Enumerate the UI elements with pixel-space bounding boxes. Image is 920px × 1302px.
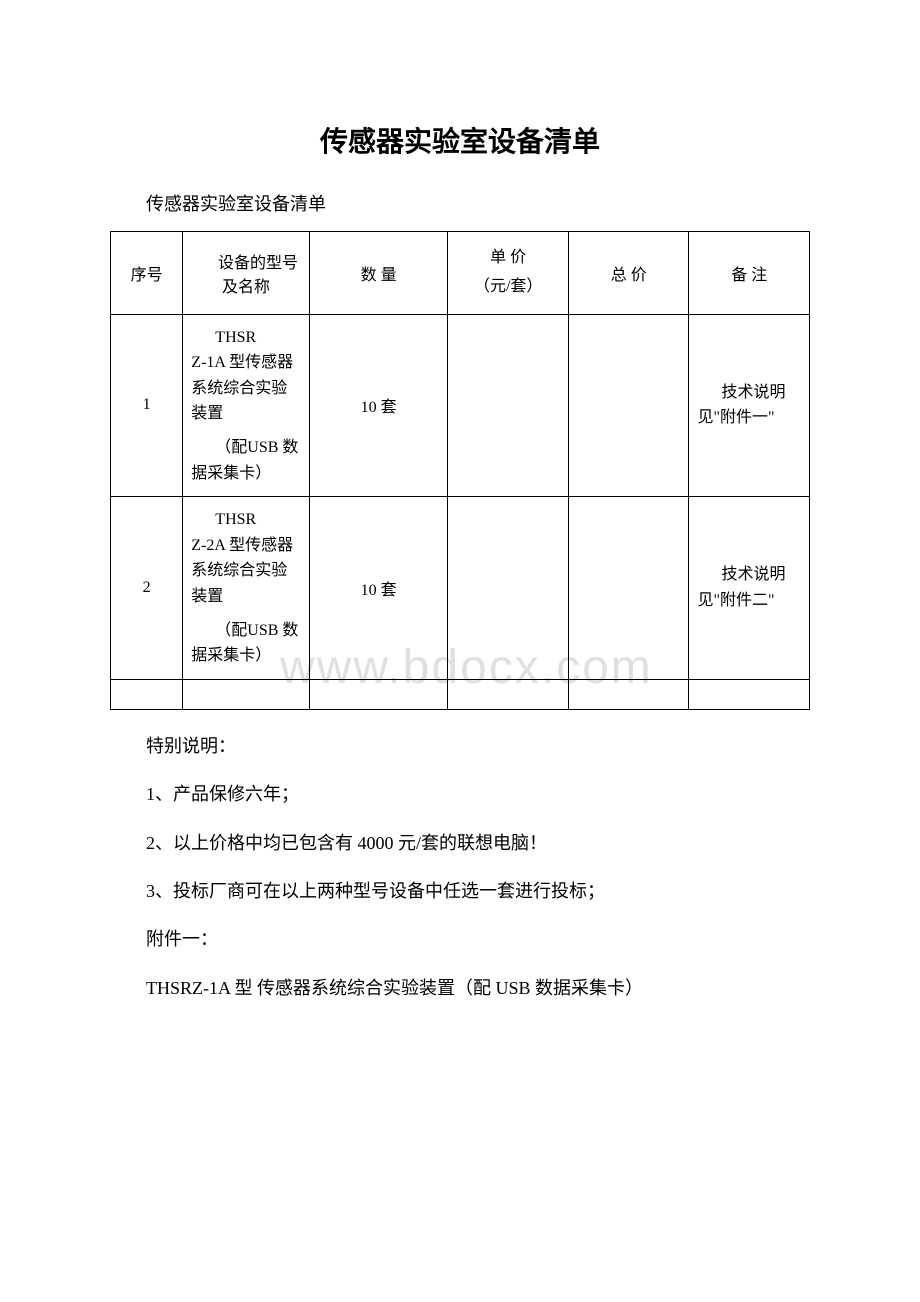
header-seq: 序号 <box>111 232 183 315</box>
cell-total-1 <box>568 314 689 497</box>
header-total: 总 价 <box>568 232 689 315</box>
attach-label: 附件一： <box>110 923 810 955</box>
note-item-2: 2、以上价格中均已包含有 4000 元/套的联想电脑！ <box>110 827 810 859</box>
name1-line1: THSR <box>191 325 301 351</box>
name2-line3: （配USB 数据采集卡） <box>191 618 301 669</box>
cell-price-1 <box>448 314 569 497</box>
empty-total <box>568 679 689 709</box>
cell-qty-2: 10 套 <box>309 497 448 680</box>
cell-note-1: 技术说明见"附件一" <box>689 314 810 497</box>
name2-line2: Z-2A 型传感器系统综合实验装置 <box>191 537 293 605</box>
table-empty-row <box>111 679 810 709</box>
empty-name <box>183 679 310 709</box>
attach-desc: THSRZ-1A 型 传感器系统综合实验装置（配 USB 数据采集卡） <box>110 972 810 1004</box>
name1-line2: Z-1A 型传感器系统综合实验装置 <box>191 354 293 422</box>
page-title: 传感器实验室设备清单 <box>110 120 810 160</box>
header-name-text: 设备的型号及名称 <box>191 249 301 297</box>
header-price: 单 价 （元/套） <box>448 232 569 315</box>
name1-line3: （配USB 数据采集卡） <box>191 435 301 486</box>
empty-price <box>448 679 569 709</box>
header-note: 备 注 <box>689 232 810 315</box>
header-price-line1: 单 价 <box>490 249 526 266</box>
equipment-table: 序号 设备的型号及名称 数 量 单 价 （元/套） 总 价 备 注 1 THSR… <box>110 231 810 710</box>
note-item-3: 3、投标厂商可在以上两种型号设备中任选一套进行投标； <box>110 875 810 907</box>
cell-seq-2: 2 <box>111 497 183 680</box>
note-item-1: 1、产品保修六年； <box>110 778 810 810</box>
cell-note-2: 技术说明见"附件二" <box>689 497 810 680</box>
empty-seq <box>111 679 183 709</box>
cell-name-2: THSR Z-2A 型传感器系统综合实验装置 （配USB 数据采集卡） <box>183 497 310 680</box>
cell-qty-1: 10 套 <box>309 314 448 497</box>
cell-name-1: THSR Z-1A 型传感器系统综合实验装置 （配USB 数据采集卡） <box>183 314 310 497</box>
notes-heading: 特别说明： <box>110 730 810 762</box>
table-row: 1 THSR Z-1A 型传感器系统综合实验装置 （配USB 数据采集卡） 10… <box>111 314 810 497</box>
header-price-line2: （元/套） <box>474 278 542 295</box>
cell-price-2 <box>448 497 569 680</box>
header-name: 设备的型号及名称 <box>183 232 310 315</box>
table-row: 2 THSR Z-2A 型传感器系统综合实验装置 （配USB 数据采集卡） 10… <box>111 497 810 680</box>
empty-qty <box>309 679 448 709</box>
cell-seq-1: 1 <box>111 314 183 497</box>
cell-total-2 <box>568 497 689 680</box>
table-header-row: 序号 设备的型号及名称 数 量 单 价 （元/套） 总 价 备 注 <box>111 232 810 315</box>
name2-line1: THSR <box>191 507 301 533</box>
subtitle-text: 传感器实验室设备清单 <box>110 190 810 216</box>
empty-note <box>689 679 810 709</box>
header-qty: 数 量 <box>309 232 448 315</box>
